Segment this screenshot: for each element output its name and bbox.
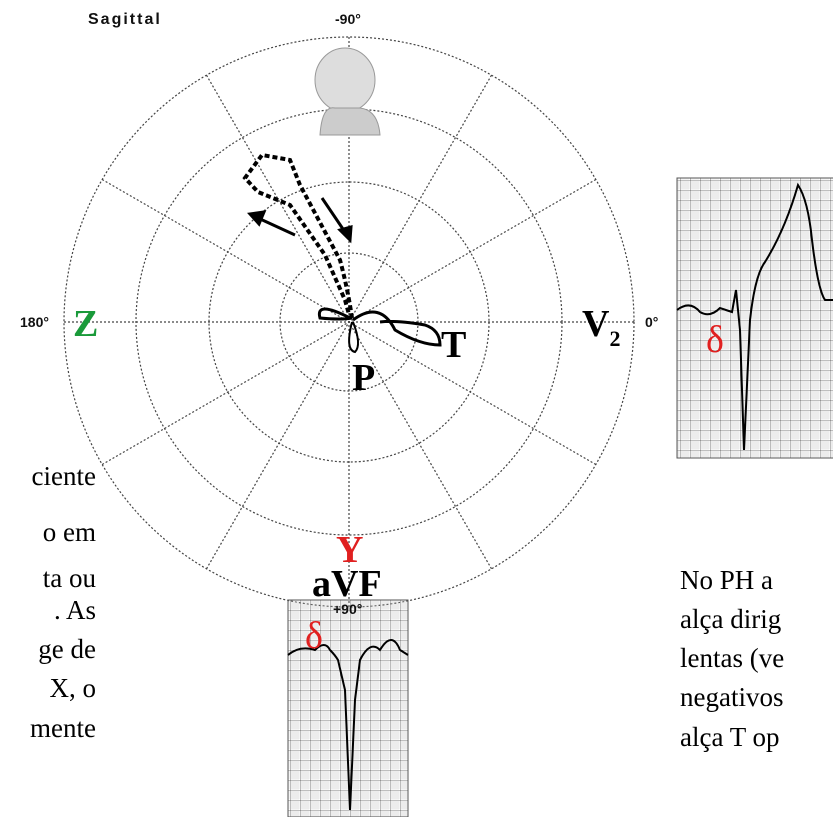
left-text: ciente o em ta ou. As ge de X, o mente [30,461,96,743]
text-line: No PH a [680,565,773,595]
delta-label: δ [706,319,724,361]
text-line: o em [43,517,96,547]
ecg-right [676,177,833,459]
head-icon [314,47,381,136]
loop-label: P [352,357,375,399]
angle-label: -90° [335,11,361,27]
lead-label: aVF [312,563,382,605]
lead-subscript: 2 [609,326,620,351]
text-line: lentas (ve [680,643,784,673]
vector-loop [242,152,442,354]
delta-label: δ [305,615,323,657]
plane-title: Sagittal [88,11,162,28]
text-line: ciente [32,461,96,491]
right-text: No PH a alça dirig lentas (ve negativos alça… [680,565,784,752]
text-line: mente [30,713,96,743]
text-line: ge de [38,634,96,664]
text-line: ta ou [43,563,97,593]
angle-label: +90° [333,601,362,617]
ecg-bottom [287,599,409,817]
lead-name: V [582,303,610,345]
text-line: alça dirig [680,604,781,634]
text-line: negativos [680,682,783,712]
axis-label: V2 [582,303,620,351]
angle-label: 180° [20,314,49,330]
axis-label: Y [336,529,363,571]
loop-label: T [441,324,466,366]
axis-label: Z [73,303,98,345]
angle-label: 0° [645,314,658,330]
text-line: X, o [50,673,97,703]
text-line: alça T op [680,722,779,752]
text-line: . As [54,595,96,625]
spoke [101,178,597,466]
polar-grid [63,36,635,608]
arrows [247,197,353,244]
